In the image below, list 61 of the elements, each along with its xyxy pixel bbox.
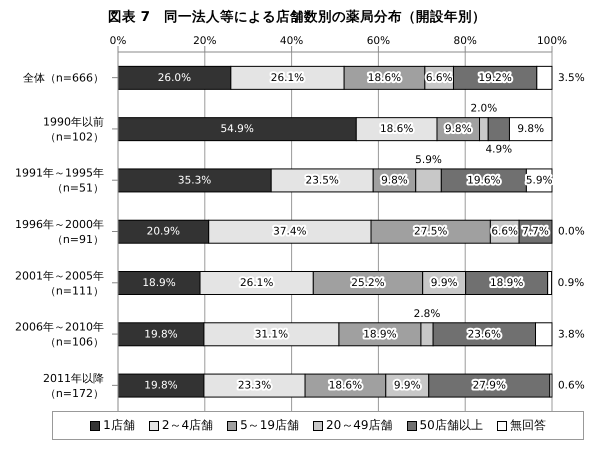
- x-tick-label: 100%: [536, 35, 568, 47]
- chart-title: 図表 7 同一法人等による店舗数別の薬局分布（開設年別）: [106, 8, 488, 26]
- data-label: 26.0%: [158, 72, 192, 84]
- data-label: 3.8%: [558, 328, 585, 340]
- data-label: 23.6%: [468, 328, 501, 340]
- data-label: 26.1%: [240, 277, 274, 290]
- data-label: 6.6%: [426, 72, 453, 84]
- x-tick-label: 40%: [280, 35, 304, 47]
- data-label: 9.9%: [430, 277, 458, 290]
- data-label: 23.5%: [306, 174, 339, 186]
- data-label: 9.8%: [517, 123, 544, 136]
- data-label: 19.8%: [144, 380, 178, 392]
- data-label: 9.8%: [381, 174, 408, 186]
- y-tick-label: 2011年以降（n=172）: [43, 371, 104, 400]
- y-tick-label: 1991年～1995年（n=51）: [15, 166, 104, 194]
- data-label: 18.6%: [368, 72, 402, 84]
- data-label: 5.9%: [415, 154, 442, 166]
- y-tick-label: 1996年～2000年（n=91）: [15, 218, 104, 246]
- data-label: 0.9%: [558, 277, 584, 290]
- data-label: 18.9%: [142, 277, 176, 290]
- data-label: 54.9%: [220, 123, 254, 136]
- data-label: 18.6%: [328, 380, 362, 392]
- legend-label: 20～49店舗: [325, 417, 393, 434]
- data-label: 0.6%: [558, 380, 585, 392]
- data-label: 6.6%: [491, 226, 518, 238]
- data-label: 27.9%: [472, 380, 506, 392]
- data-label: 18.9%: [363, 328, 397, 340]
- y-tick-label: 2006年～2010年（n=106）: [15, 320, 104, 348]
- x-tick-label: 60%: [366, 35, 390, 47]
- data-label: 31.1%: [254, 328, 288, 340]
- data-label: 37.4%: [273, 226, 307, 238]
- data-label: 0.0%: [558, 226, 585, 238]
- x-tick-label: 0%: [110, 35, 126, 47]
- legend-label: 無回答: [508, 417, 546, 434]
- legend-label: 1店舗: [102, 417, 135, 434]
- x-tick-label: 20%: [193, 35, 216, 47]
- data-label: 25.2%: [351, 277, 385, 290]
- data-label: 20.9%: [146, 226, 180, 238]
- y-tick-label: 1990年以前（n=102）: [43, 114, 104, 143]
- data-label: 19.8%: [144, 328, 178, 340]
- data-label: 35.3%: [178, 174, 212, 186]
- legend-label: 50店舗以上: [418, 417, 483, 434]
- legend-label: 2～4店舗: [160, 417, 214, 434]
- data-label: 9.9%: [394, 380, 421, 392]
- data-label: 4.9%: [485, 144, 512, 156]
- legend-label: 5～19店舗: [239, 417, 299, 434]
- data-label: 18.6%: [380, 123, 414, 136]
- data-label: 26.1%: [270, 72, 304, 84]
- data-label: 7.7%: [522, 226, 549, 238]
- data-label: 2.8%: [414, 308, 440, 320]
- y-tick-label: 2001年～2005年（n=111）: [15, 268, 104, 297]
- data-label: 3.5%: [558, 72, 585, 84]
- data-label: 9.8%: [444, 123, 472, 136]
- data-label: 2.0%: [470, 102, 498, 115]
- data-label: 18.9%: [490, 277, 524, 290]
- y-tick-label: 全体（n=666）: [22, 71, 104, 84]
- data-label: 27.5%: [414, 226, 448, 238]
- data-label: 23.3%: [238, 380, 272, 392]
- x-tick-label: 80%: [454, 35, 477, 47]
- data-label: 19.2%: [478, 72, 512, 84]
- data-label: 19.6%: [467, 174, 501, 186]
